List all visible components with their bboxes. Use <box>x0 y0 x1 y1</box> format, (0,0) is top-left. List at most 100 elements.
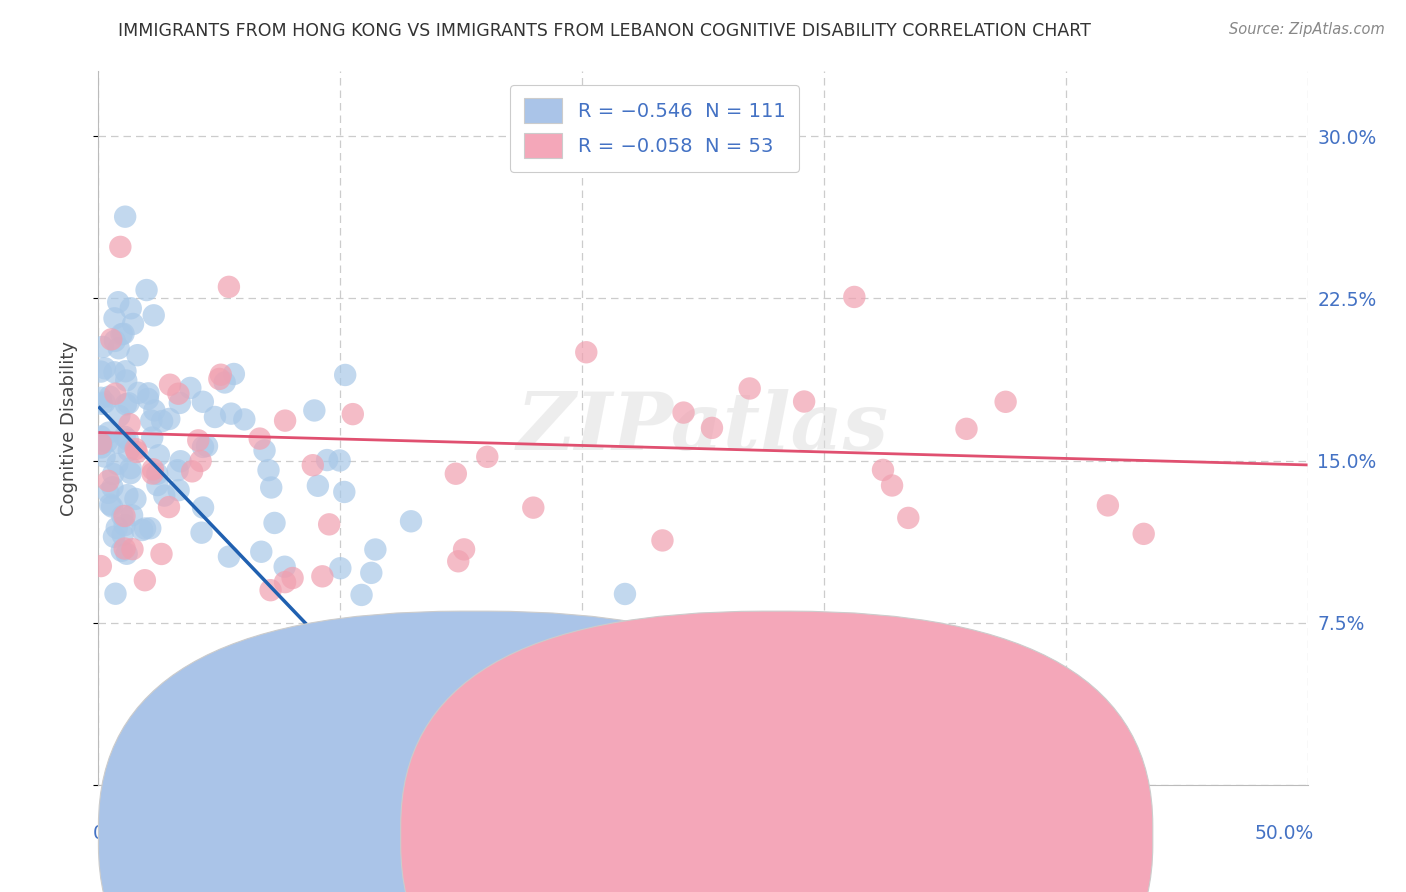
Point <box>253 443 276 458</box>
Point <box>329 561 352 575</box>
Point <box>111 528 134 542</box>
Point <box>142 462 165 476</box>
Point <box>955 422 977 436</box>
Point <box>304 403 326 417</box>
Point <box>214 376 236 390</box>
Point <box>672 406 695 420</box>
Text: 50.0%: 50.0% <box>1254 824 1313 843</box>
Point <box>107 435 129 450</box>
Point <box>353 680 375 694</box>
Text: Immigrants from Lebanon: Immigrants from Lebanon <box>800 822 1033 840</box>
Point <box>318 517 340 532</box>
Point <box>122 317 145 331</box>
Point <box>115 374 138 388</box>
Point <box>222 367 245 381</box>
Point <box>166 463 188 477</box>
Point <box>105 457 128 471</box>
Point <box>316 453 339 467</box>
Point <box>91 340 114 354</box>
Point <box>111 543 134 558</box>
Point <box>333 645 356 659</box>
Point <box>897 511 920 525</box>
Point <box>90 436 112 450</box>
Point <box>118 443 141 458</box>
Point <box>360 566 382 580</box>
Point <box>157 500 180 514</box>
Point <box>793 394 815 409</box>
Point <box>114 518 136 533</box>
Point <box>93 395 115 409</box>
Point <box>399 514 422 528</box>
Point <box>90 397 112 411</box>
Point <box>103 311 125 326</box>
Point <box>219 407 242 421</box>
Point <box>134 573 156 587</box>
Point <box>167 483 190 498</box>
Point <box>257 463 280 477</box>
Point <box>167 386 190 401</box>
Point <box>115 547 138 561</box>
Point <box>105 521 128 535</box>
Point <box>159 377 181 392</box>
Point <box>872 463 894 477</box>
Point <box>208 372 231 386</box>
Point <box>477 450 499 464</box>
Point <box>329 453 352 467</box>
Point <box>738 382 761 396</box>
Point <box>100 332 122 346</box>
Point <box>191 440 214 454</box>
Point <box>647 718 669 732</box>
Point <box>120 461 142 475</box>
Point <box>614 587 637 601</box>
Point <box>593 698 616 713</box>
Point <box>444 467 467 481</box>
Point <box>97 425 120 440</box>
Point <box>522 500 544 515</box>
Point <box>342 407 364 421</box>
Point <box>111 508 134 523</box>
Point <box>121 508 143 523</box>
Point <box>141 413 163 427</box>
Point <box>90 436 112 450</box>
Point <box>142 309 165 323</box>
Point <box>127 348 149 362</box>
Point <box>101 500 124 514</box>
Point <box>143 403 166 417</box>
Point <box>187 434 209 448</box>
Text: ZIPatlas: ZIPatlas <box>517 390 889 467</box>
Point <box>110 327 132 342</box>
Point <box>1132 526 1154 541</box>
Point <box>651 533 673 548</box>
Point <box>114 364 136 378</box>
Point <box>146 467 169 481</box>
Point <box>333 485 356 500</box>
Text: IMMIGRANTS FROM HONG KONG VS IMMIGRANTS FROM LEBANON COGNITIVE DISABILITY CORREL: IMMIGRANTS FROM HONG KONG VS IMMIGRANTS … <box>118 22 1091 40</box>
Point <box>96 434 118 449</box>
FancyBboxPatch shape <box>98 611 851 892</box>
Point <box>98 498 121 512</box>
Point <box>90 391 112 405</box>
Text: 0.0%: 0.0% <box>93 824 139 843</box>
Point <box>104 334 127 348</box>
Point <box>114 430 136 444</box>
Point <box>118 417 141 431</box>
Point <box>218 549 240 564</box>
Point <box>103 467 125 481</box>
Point <box>405 634 427 648</box>
Point <box>233 412 256 426</box>
Point <box>249 432 271 446</box>
Point <box>169 454 191 468</box>
Point <box>179 381 201 395</box>
Point <box>146 478 169 492</box>
Point <box>190 525 212 540</box>
Point <box>107 295 129 310</box>
Point <box>880 478 903 492</box>
Point <box>125 445 148 459</box>
Point <box>274 575 297 590</box>
Text: Source: ZipAtlas.com: Source: ZipAtlas.com <box>1229 22 1385 37</box>
Point <box>117 396 139 410</box>
Point <box>204 409 226 424</box>
Point <box>117 433 139 447</box>
Point <box>90 441 112 455</box>
Point <box>120 301 142 316</box>
